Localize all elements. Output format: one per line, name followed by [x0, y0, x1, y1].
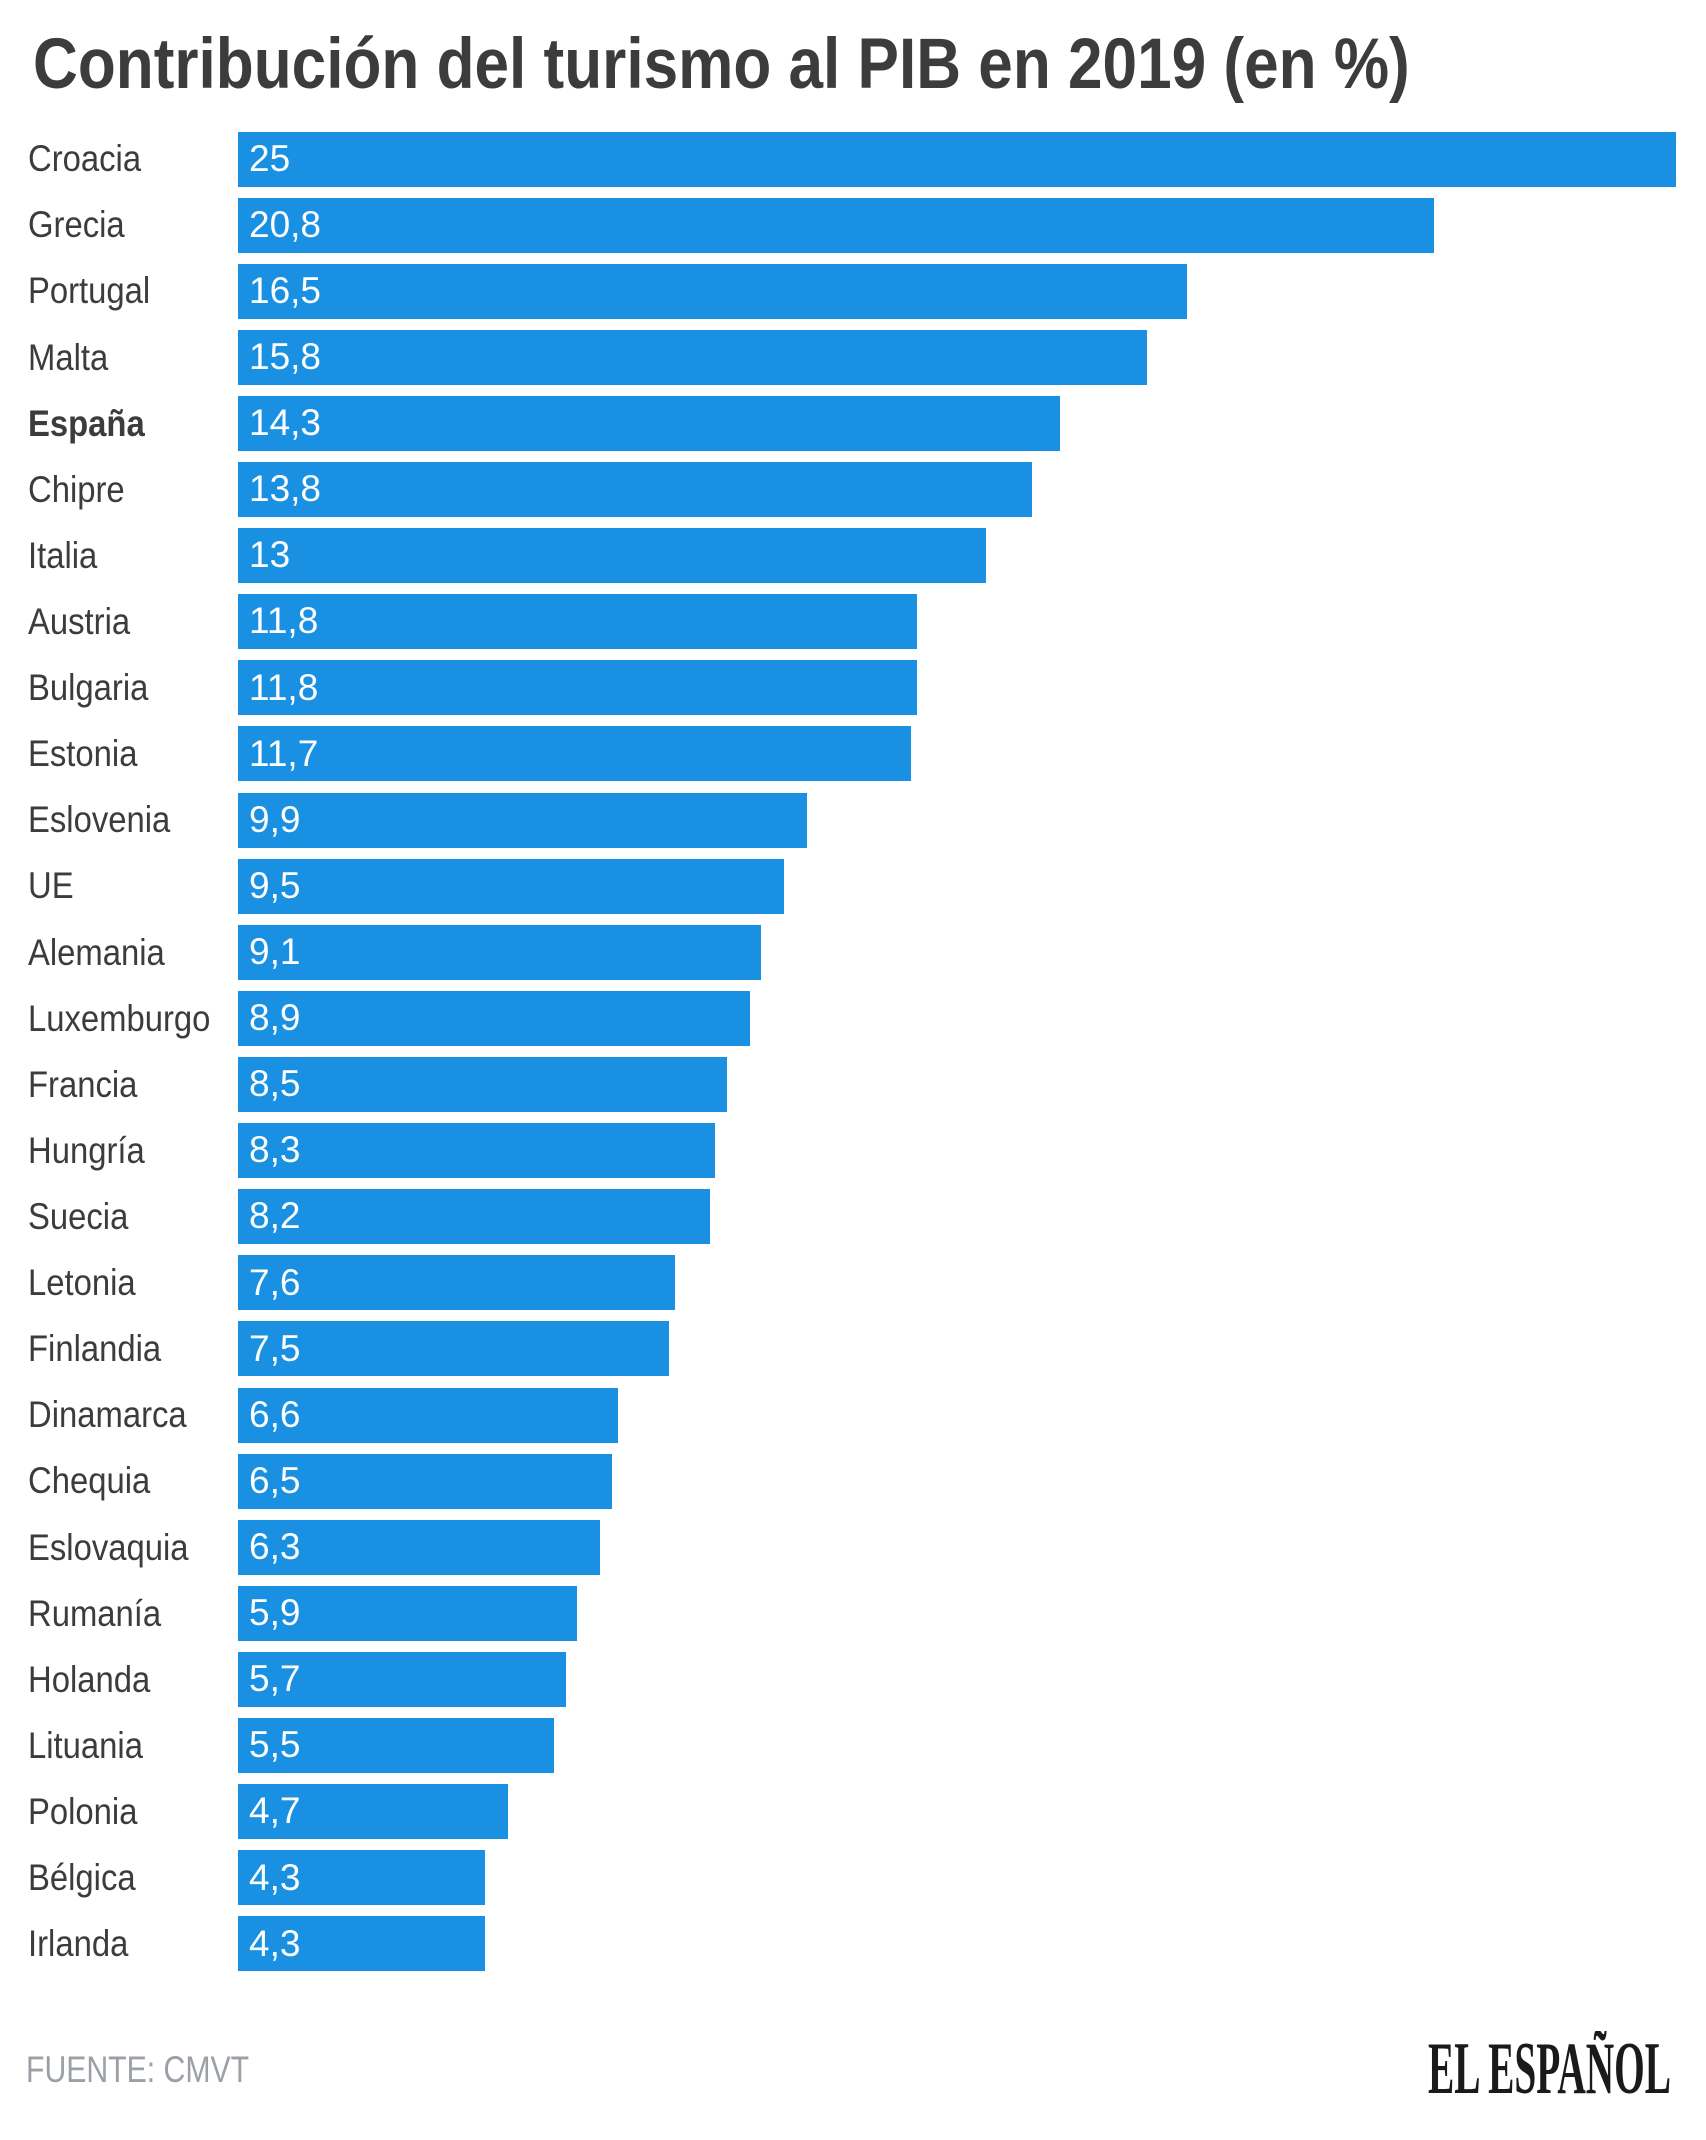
svg-text:EL ESPAÑOL: EL ESPAÑOL [1428, 2031, 1671, 2101]
